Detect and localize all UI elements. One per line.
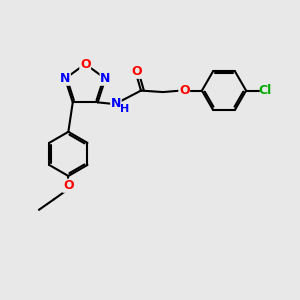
Text: N: N (60, 72, 70, 85)
Text: Cl: Cl (259, 84, 272, 97)
Text: O: O (179, 84, 190, 97)
Text: O: O (63, 179, 74, 192)
Text: N: N (100, 72, 111, 85)
Text: O: O (131, 65, 142, 78)
Text: O: O (80, 58, 91, 70)
Text: H: H (120, 104, 129, 114)
Text: N: N (111, 97, 121, 110)
